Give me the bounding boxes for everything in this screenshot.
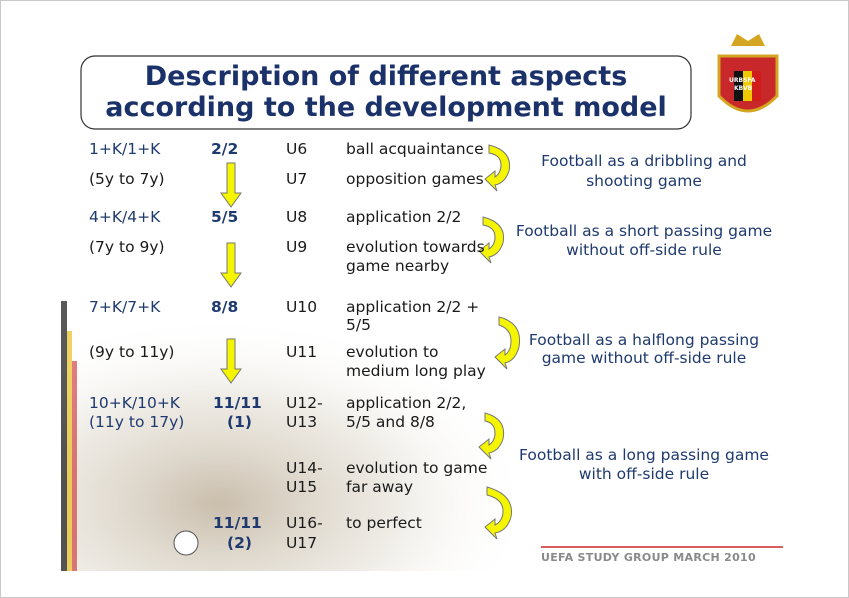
summary: Football as a short passing game — [515, 222, 773, 240]
level-text: evolution towards — [346, 238, 485, 256]
level: U7 — [286, 170, 308, 188]
level: U8 — [286, 208, 308, 226]
format: 7+K/7+K — [89, 298, 161, 316]
level: U13 — [286, 413, 318, 431]
game: (2) — [227, 534, 252, 552]
title-line: according to the development model — [105, 92, 667, 123]
summary: Football as a halflong passing — [528, 331, 760, 349]
age: (11y to 17y) — [89, 413, 185, 431]
logo-stripe — [743, 71, 752, 101]
logo-stripe — [752, 71, 761, 101]
summary: game without off-side rule — [541, 349, 747, 367]
logo-crown — [731, 34, 765, 46]
level: U14- — [286, 459, 323, 477]
age: (9y to 11y) — [89, 343, 175, 361]
level-text: 5/5 and 8/8 — [346, 413, 435, 431]
logo-stripe — [734, 71, 743, 101]
footer: UEFA STUDY GROUP MARCH 2010 — [541, 551, 756, 564]
level: U17 — [286, 534, 318, 552]
level: U15 — [286, 478, 318, 496]
game: (1) — [227, 413, 252, 431]
flag-stripe — [72, 361, 77, 571]
level-text: application 2/2 — [346, 208, 462, 226]
format: 4+K/4+K — [89, 208, 161, 226]
game: 8/8 — [211, 298, 239, 316]
level: U11 — [286, 343, 318, 361]
game: 11/11 — [213, 394, 262, 412]
summary: Football as a dribbling and — [541, 152, 747, 170]
game: 11/11 — [213, 514, 262, 532]
level-text: opposition games — [346, 170, 484, 188]
age: (5y to 7y) — [89, 170, 165, 188]
format: 1+K/1+K — [89, 140, 161, 158]
flag-stripe — [61, 301, 67, 571]
title-box — [80, 55, 692, 130]
level-text: game nearby — [346, 257, 450, 275]
level-text: evolution to — [346, 343, 439, 361]
title-line: Description of different aspects — [144, 61, 628, 92]
level-text: 5/5 — [346, 316, 371, 334]
game: 2/2 — [211, 140, 239, 158]
level-text: to perfect — [346, 514, 422, 532]
level: U6 — [286, 140, 308, 158]
format: 10+K/10+K — [89, 394, 180, 412]
level-text: far away — [346, 478, 414, 496]
summary: Football as a long passing game — [519, 446, 769, 464]
logo-text: KBVB — [734, 85, 753, 92]
level: U16- — [286, 514, 323, 532]
level-text: evolution to game — [346, 459, 488, 477]
age: (7y to 9y) — [89, 238, 165, 256]
level-text: application 2/2 + — [346, 298, 480, 316]
logo-text: URBSFA — [729, 77, 756, 84]
summary: with off-side rule — [578, 465, 710, 483]
faded-photo — [61, 301, 511, 571]
ball — [173, 530, 199, 556]
level: U12- — [286, 394, 323, 412]
flag-stripe — [67, 331, 72, 571]
summary: shooting game — [586, 172, 702, 190]
game: 5/5 — [211, 208, 239, 226]
summary: without off-side rule — [566, 241, 722, 259]
level: U10 — [286, 298, 318, 316]
down-arrows — [220, 162, 242, 384]
curved-arrows — [478, 144, 521, 540]
level-text: application 2/2, — [346, 394, 467, 412]
level: U9 — [286, 238, 308, 256]
level-text: ball acquaintance — [346, 140, 484, 158]
level-text: medium long play — [346, 362, 486, 380]
